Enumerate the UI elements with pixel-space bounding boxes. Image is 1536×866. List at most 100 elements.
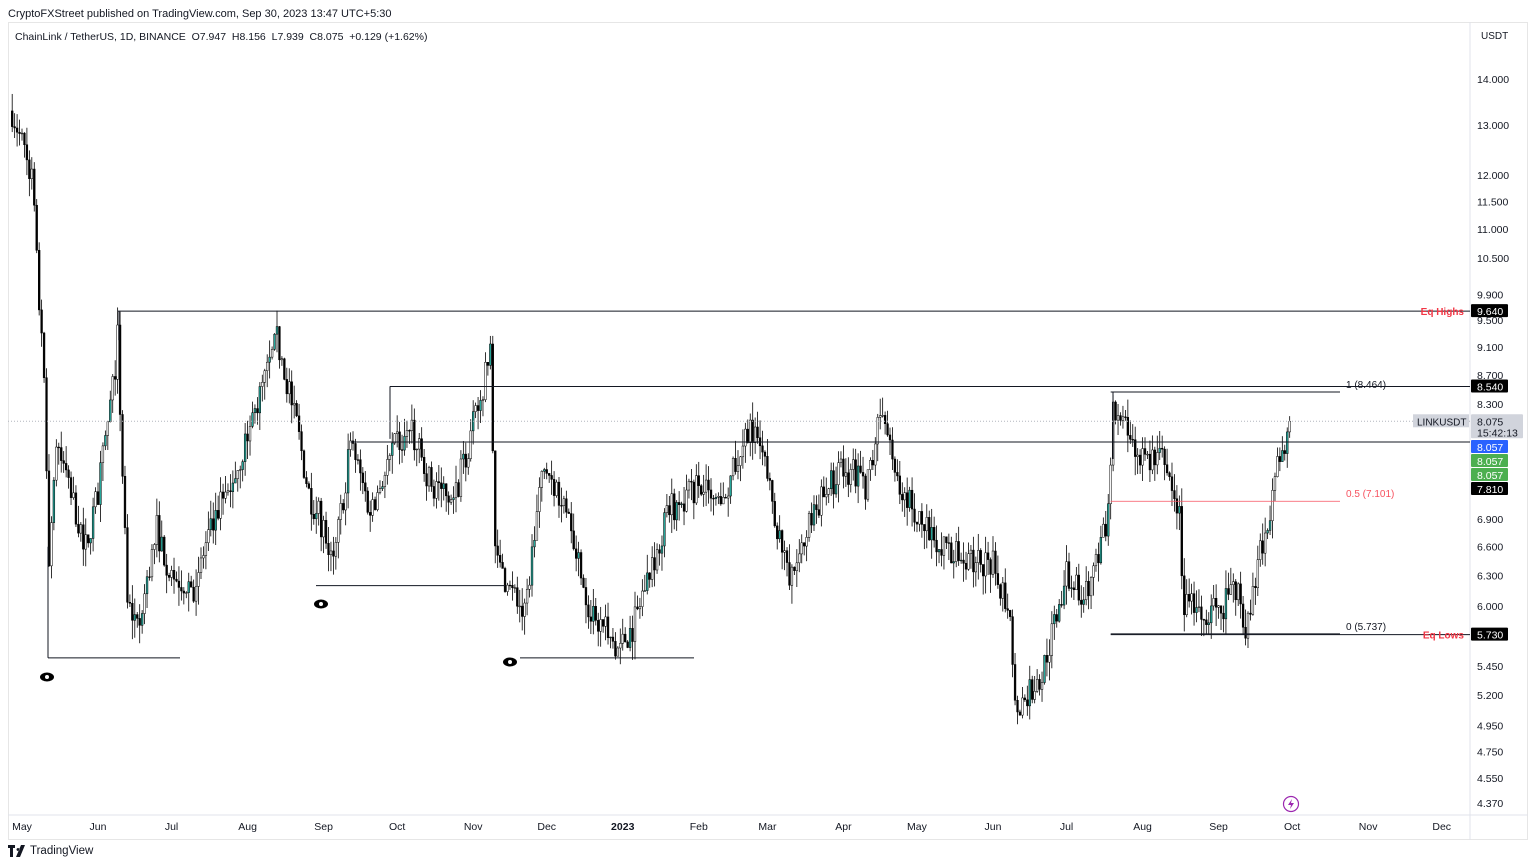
y-tick-label: 5.450	[1477, 661, 1503, 673]
lightning-icon-bolt	[1288, 799, 1294, 809]
candle-down	[498, 555, 502, 563]
candle-up	[523, 602, 526, 617]
candle-up	[695, 475, 698, 504]
currency-label[interactable]: USDT	[1481, 31, 1509, 42]
candle-up	[604, 616, 607, 627]
candle-down	[312, 513, 315, 520]
candle-down	[1031, 679, 1034, 700]
candle-up	[619, 643, 622, 649]
candle-down	[940, 549, 943, 556]
candle-up	[967, 553, 970, 570]
candle-up	[405, 430, 409, 437]
candle-up	[1065, 561, 1068, 587]
candle-down	[15, 127, 19, 133]
price-label: 8.057	[1477, 442, 1503, 454]
candle-up	[1197, 606, 1201, 608]
candle-up	[462, 453, 465, 460]
candle-up	[518, 605, 521, 608]
candle-down	[18, 131, 21, 134]
candle-up	[1178, 506, 1181, 514]
candle-up	[270, 349, 274, 358]
candle-down	[579, 552, 583, 579]
candle-down	[246, 433, 249, 442]
candle-up	[628, 628, 632, 648]
candle-up	[143, 593, 146, 614]
candle-down	[810, 513, 813, 526]
candle-down	[278, 326, 281, 361]
candle-down	[1170, 476, 1174, 491]
candle-up	[795, 562, 798, 571]
y-tick-label: 6.600	[1477, 542, 1503, 554]
candle-up	[30, 168, 33, 179]
candle-up	[226, 490, 230, 493]
candle-down	[1143, 448, 1147, 455]
candle-up	[1212, 598, 1215, 607]
candle-up	[800, 542, 803, 555]
candle-up	[339, 503, 342, 520]
level-label: Eq Lows	[1423, 631, 1465, 642]
candle-down	[989, 559, 992, 575]
candle-down	[842, 458, 845, 477]
candle-down	[785, 550, 789, 563]
candle-up	[150, 549, 154, 578]
candle-down	[859, 465, 862, 473]
candle-up	[1210, 605, 1213, 624]
candle-up	[977, 550, 980, 563]
candle-down	[1261, 540, 1264, 554]
x-tick-label: Sep	[314, 821, 333, 833]
candle-up	[231, 482, 235, 492]
candle-down	[148, 576, 151, 578]
candle-up	[1048, 655, 1051, 663]
candle-down	[847, 472, 850, 485]
x-tick-label: Jul	[165, 821, 178, 833]
candle-up	[479, 400, 482, 411]
candle-down	[33, 168, 36, 206]
price-label: 5.730	[1477, 630, 1503, 642]
candle-down	[47, 470, 51, 567]
y-tick-label: 8.300	[1477, 399, 1503, 411]
candle-up	[467, 458, 470, 468]
candle-down	[756, 426, 759, 438]
price-label: 8.540	[1477, 381, 1503, 393]
candle-down	[1013, 664, 1017, 701]
x-tick-label: Sep	[1209, 821, 1228, 833]
candle-down	[1018, 711, 1022, 716]
candle-up	[1136, 454, 1139, 457]
candle-down	[871, 460, 874, 466]
x-tick-label: Aug	[1133, 821, 1152, 833]
candle-down	[35, 204, 38, 251]
candle-up	[197, 572, 200, 587]
candle-down	[180, 587, 183, 592]
candle-up	[543, 469, 546, 472]
candle-up	[388, 455, 391, 460]
candle-up	[643, 590, 646, 592]
candle-down	[212, 518, 215, 531]
candle-up	[253, 408, 257, 413]
candle-down	[947, 542, 951, 544]
candle-up	[844, 472, 848, 477]
candle-down	[1138, 454, 1142, 466]
candle-up	[599, 619, 602, 632]
candle-up	[484, 362, 487, 400]
x-tick-label: Mar	[758, 821, 777, 833]
candle-down	[38, 250, 41, 311]
y-tick-label: 13.000	[1477, 120, 1509, 132]
candle-up	[714, 497, 718, 499]
candle-up	[1050, 623, 1053, 656]
candle-up	[1001, 582, 1004, 599]
candle-up	[807, 513, 811, 538]
candle-down	[1168, 472, 1171, 478]
brand-name: TradingView	[30, 845, 94, 857]
candle-down	[69, 477, 73, 498]
candle-up	[243, 433, 247, 462]
candle-down	[229, 490, 232, 492]
candle-up	[837, 462, 840, 485]
y-tick-label: 9.100	[1477, 342, 1503, 354]
x-tick-label: Dec	[537, 821, 556, 833]
candle-up	[241, 461, 244, 470]
candle-up	[731, 458, 735, 477]
candle-down	[177, 580, 181, 588]
candle-up	[268, 356, 271, 363]
candle-down	[508, 584, 512, 587]
